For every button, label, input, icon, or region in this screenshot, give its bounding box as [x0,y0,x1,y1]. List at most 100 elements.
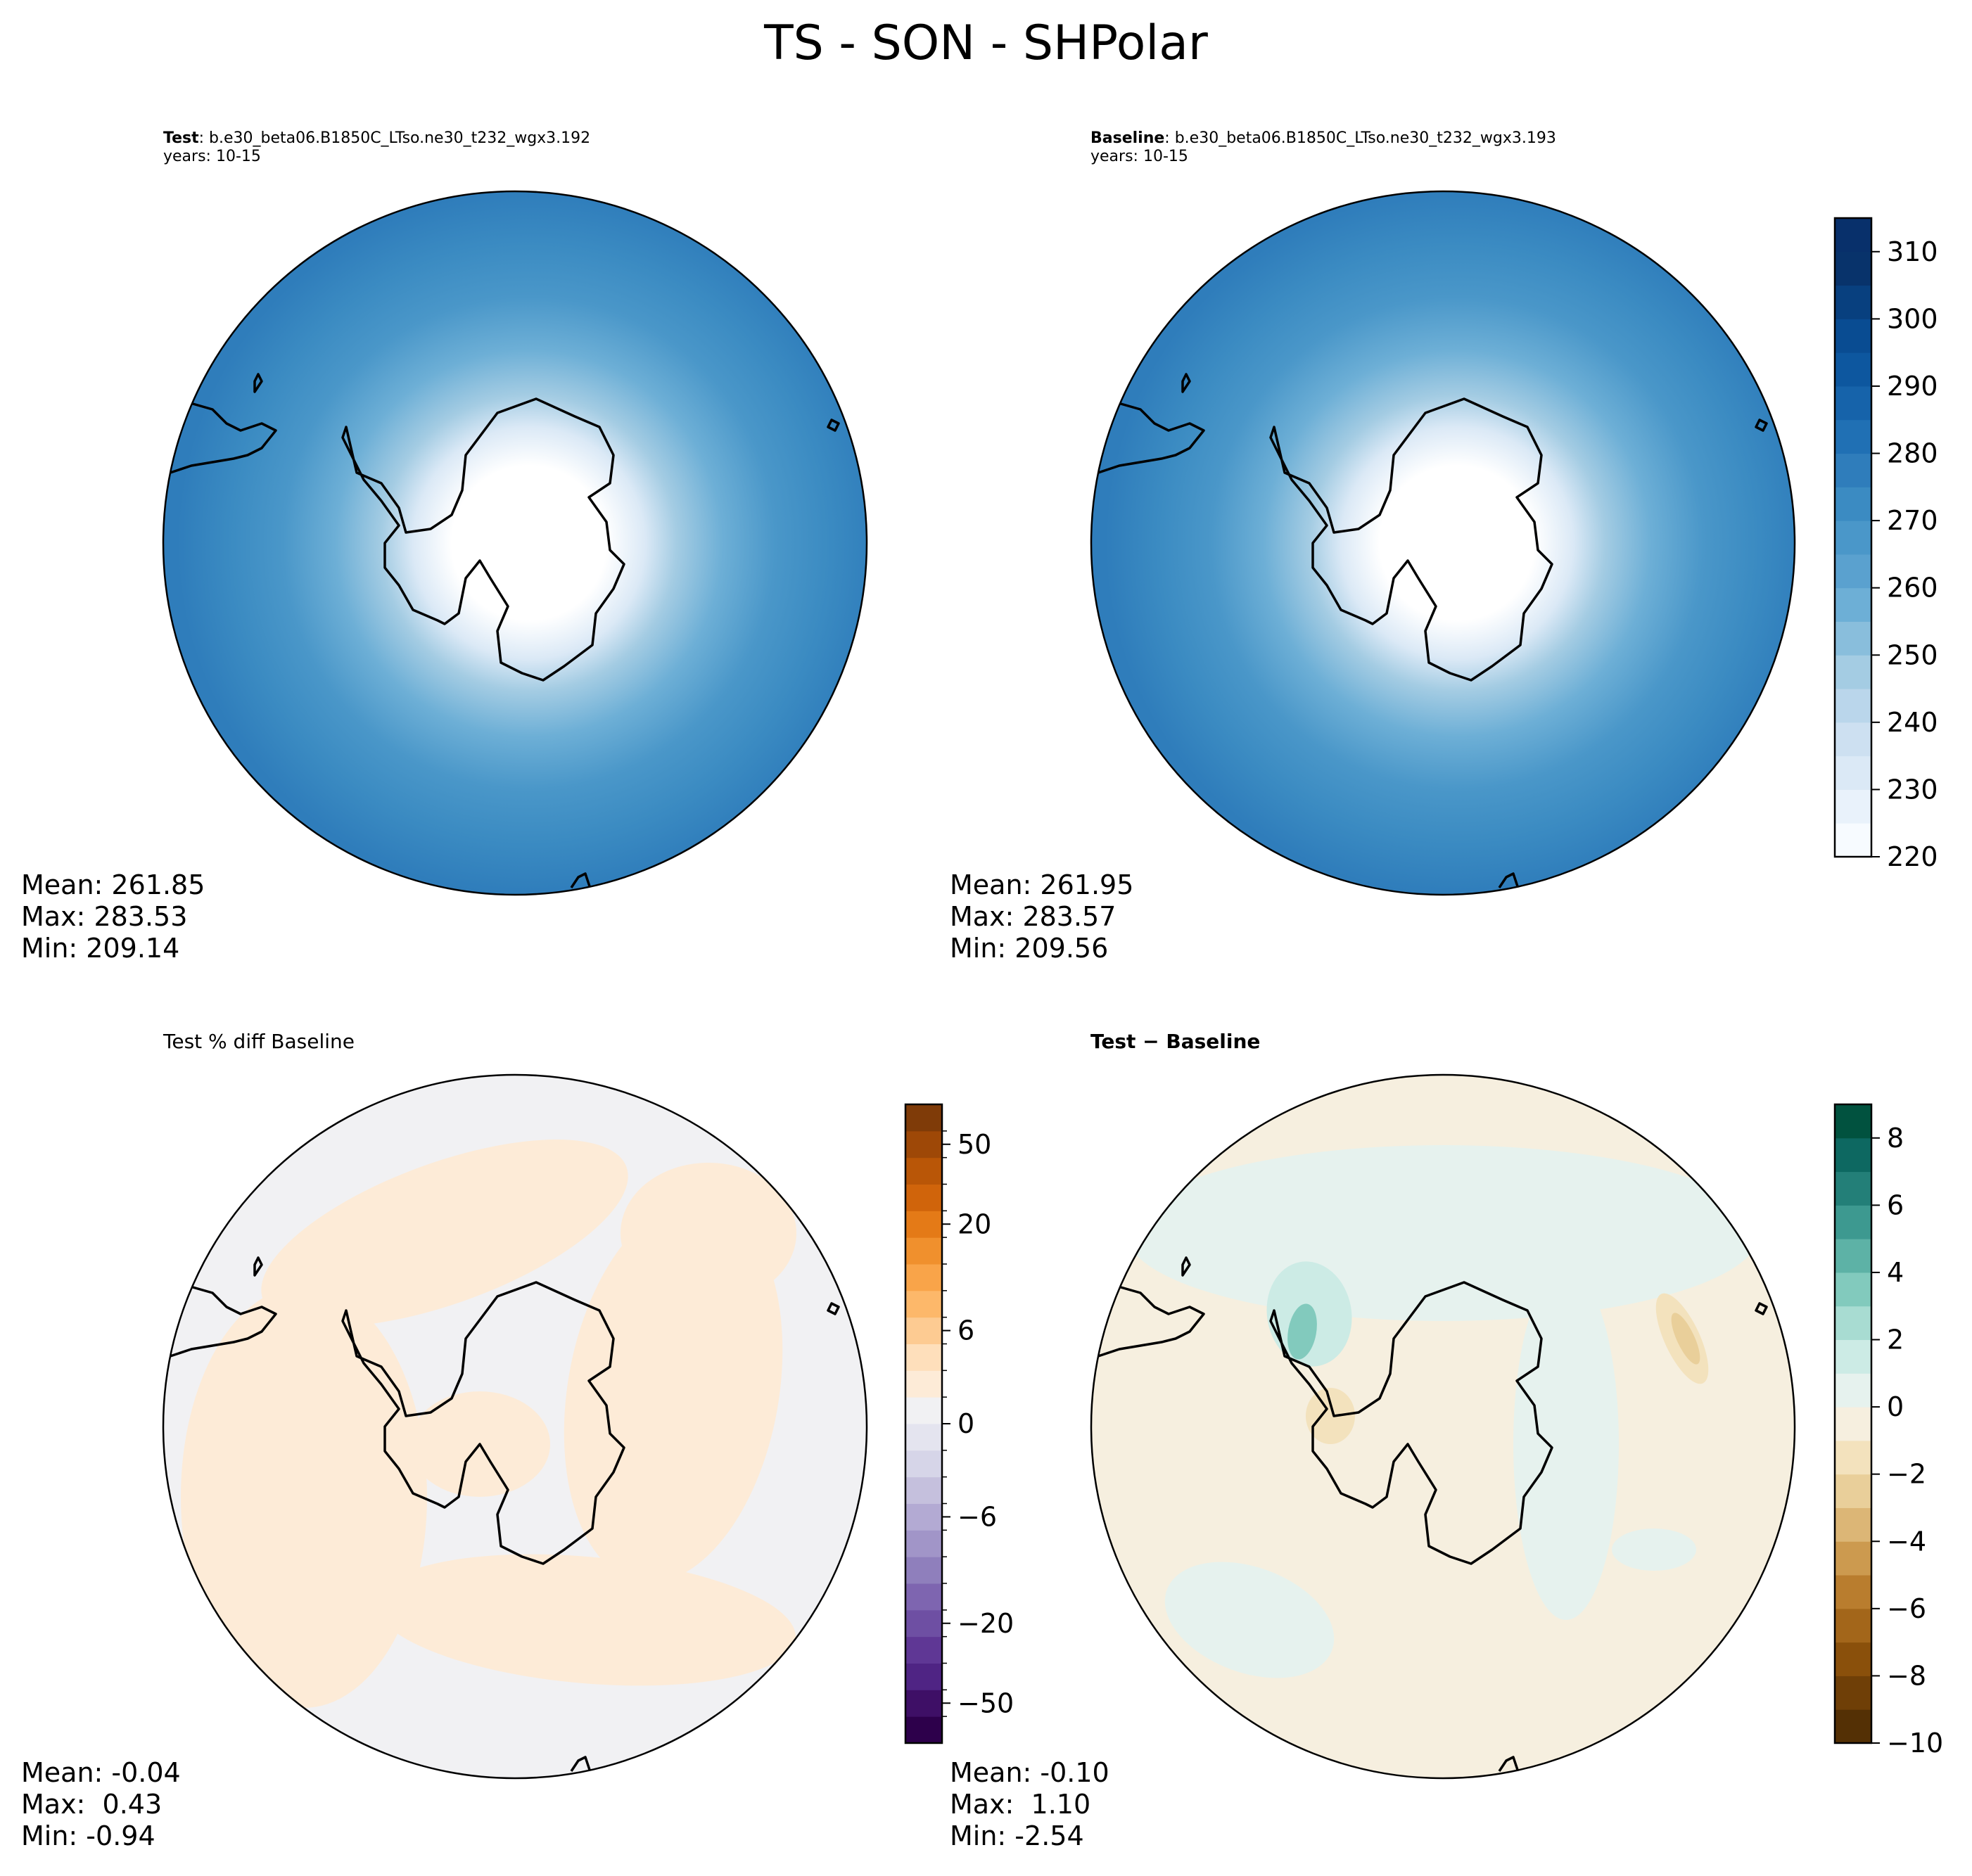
anomaly-patch [375,1554,796,1686]
colorbar-band [1835,487,1871,521]
map-boundary [162,190,868,896]
diff-title: Test − Baseline [1090,1030,1261,1053]
figure-title: TS - SON - SHPolar [764,15,1208,71]
colorbar-band [1835,755,1871,790]
colorbar-tick-label: 50 [958,1129,991,1160]
south-america-coastline [170,1284,277,1358]
colorbar-band [1835,655,1871,689]
colorbar-tick-label: −2 [1887,1459,1926,1490]
diff-min: Min: -2.54 [950,1820,1084,1851]
colorbar-band [905,1609,942,1638]
colorbar-band [1835,1171,1871,1206]
colorbar-band [905,1663,942,1690]
coastlines [170,1256,840,1778]
colorbar-band [1835,453,1871,487]
colorbar-band [905,1583,942,1611]
colorbar-tick-label: 0 [958,1408,974,1439]
colorbar-band [905,1557,942,1584]
colorbar-frame [1833,1103,1873,1744]
colorbar-band [1835,1642,1871,1676]
anomaly-patch [1287,1303,1317,1360]
antarctica-coastline [341,1281,625,1565]
south-america-coastline [170,401,277,474]
antarctica-coastline [1269,1281,1553,1565]
coastlines [1098,373,1768,895]
colorbar-tick-label: −20 [958,1608,1014,1639]
colorbar-frame [1833,217,1873,858]
colorbar-band [905,1104,942,1132]
test-stats: Mean: 261.85 Max: 283.53 Min: 209.14 [21,869,205,964]
map-boundary [1090,1073,1796,1780]
baseline-min: Min: 209.56 [950,933,1109,964]
colorbar-tick-label: 230 [1887,774,1938,805]
map-panel-4 [1090,1073,1796,1780]
colorbar-band [905,1397,942,1424]
colorbar-band [905,1476,942,1504]
colorbar-band [1835,1205,1871,1239]
colorbar-band [905,1716,942,1744]
diff-max: Max: 1.10 [950,1789,1091,1820]
island-coastline [1181,1256,1191,1277]
colorbar-band [1835,251,1871,286]
colorbar-tick-label: 250 [1887,639,1938,670]
anomaly-patch [181,1286,427,1708]
island-coastline [1755,1302,1768,1315]
colorbar-tick-label: 6 [958,1315,974,1346]
test-max: Max: 283.53 [21,901,188,932]
anomaly-patch [1513,1268,1619,1620]
colorbar-band [905,1344,942,1371]
colorbar-band [1835,823,1871,857]
colorbar-band [905,1424,942,1451]
diff-stats: Mean: -0.10 Max: 1.10 Min: -2.54 [950,1757,1109,1852]
colorbar-band [905,1450,942,1478]
colorbar-band [1835,554,1871,589]
pct-diff-max: Max: 0.43 [21,1789,163,1820]
map-boundary [1090,190,1796,896]
antarctica-coastline [341,397,625,682]
colorbar-band [1835,1339,1871,1374]
baseline-label: Baseline [1090,129,1165,147]
colorbar-band [1835,1541,1871,1576]
colorbar-tick-label: 290 [1887,371,1938,402]
island-coastline [1181,373,1191,393]
colorbar-band [905,1530,942,1557]
ts-colorbar: 220 230 240 250 260 270 280 290 300 310 [1833,217,1938,872]
colorbar-band [1835,419,1871,454]
colorbar-band [1835,789,1871,824]
colorbar-tick-label: 20 [958,1208,991,1239]
anomaly-patch [1612,1529,1696,1571]
colorbar-band [1835,1440,1871,1475]
colorbar-band [1835,1104,1871,1139]
colorbar-tick-label: 280 [1887,438,1938,469]
colorbar-band [905,1317,942,1344]
anomaly-patches [181,1140,796,1708]
baseline-header: Baseline: b.e30_beta06.B1850C_LTso.ne30_… [1090,129,1556,166]
map-panel-1 [162,190,868,896]
colorbar-tick-label: −4 [1887,1526,1926,1557]
baseline-max: Max: 283.57 [950,901,1117,932]
colorbar-tick-label: 300 [1887,303,1938,334]
colorbar-tick-label: 260 [1887,573,1938,604]
island-coastline [827,1302,840,1315]
pct-diff-min: Min: -0.94 [21,1820,155,1851]
baseline-years: years: 10-15 [1090,148,1188,165]
colorbar-band [1835,1575,1871,1609]
colorbar-band [905,1503,942,1531]
test-mean: Mean: 261.85 [21,869,205,900]
colorbar-tick-label: 220 [1887,841,1938,872]
island-coastline [253,1256,263,1277]
map-field [163,191,867,895]
colorbar-band [1835,1407,1871,1441]
pct-diff-stats: Mean: -0.04 Max: 0.43 Min: -0.94 [21,1757,181,1852]
test-min: Min: 209.14 [21,933,180,964]
colorbar-tick-label: 310 [1887,236,1938,267]
colorbar-band [1835,722,1871,757]
island-coastline [1755,419,1768,432]
colorbar-band [905,1130,942,1159]
pct-diff-colorbar: −50 −20 −6 0 6 20 50 [904,1103,1014,1744]
map-boundary [162,1073,868,1780]
colorbar-tick-label: 240 [1887,707,1938,738]
colorbar-tick-label: −10 [1887,1728,1943,1759]
colorbar-band [1835,1239,1871,1273]
